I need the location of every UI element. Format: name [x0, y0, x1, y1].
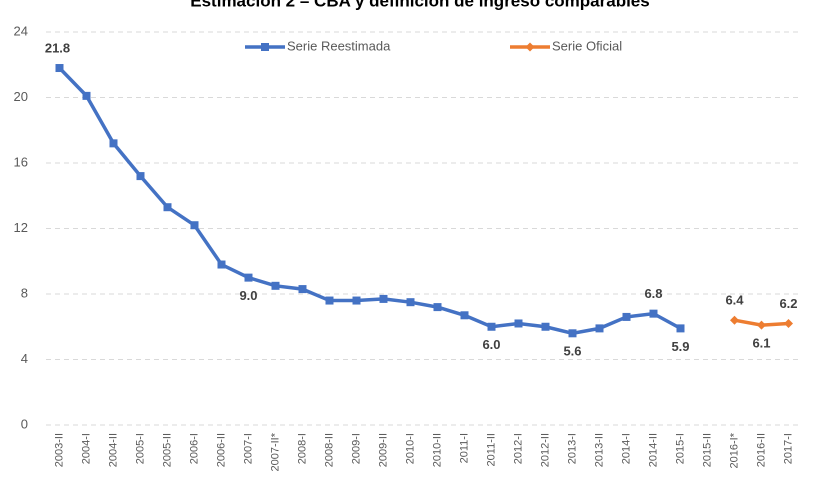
x-tick-label: 2011-II: [485, 433, 497, 466]
point-marker: [784, 318, 793, 328]
y-tick-label: 4: [21, 351, 28, 366]
x-tick-label: 2008-I: [296, 433, 308, 464]
x-tick-label: 2003-II: [53, 433, 65, 467]
x-tick-label: 2007-I: [242, 433, 254, 464]
x-tick-label: 2009-I: [350, 433, 362, 464]
point-marker: [82, 91, 91, 100]
point-marker: [676, 324, 685, 333]
point-marker: [541, 322, 550, 331]
point-marker: [352, 296, 361, 305]
point-marker: [271, 281, 280, 290]
x-tick-label: 2012-I: [512, 433, 524, 464]
x-tick-label: 2005-II: [161, 433, 173, 467]
data-label: 6.0: [482, 337, 500, 352]
point-marker: [595, 324, 604, 333]
point-marker: [163, 203, 172, 212]
x-tick-label: 2004-I: [80, 433, 92, 464]
x-tick-label: 2005-I: [134, 433, 146, 464]
point-marker: [406, 298, 415, 307]
y-tick-label: 8: [21, 285, 28, 300]
chart-title: Estimación 2 – CBA y definición de ingre…: [190, 0, 649, 10]
x-tick-label: 2013-II: [593, 433, 605, 467]
legend-label: Serie Reestimada: [287, 38, 391, 53]
legend-marker: [525, 42, 535, 52]
data-label: 5.6: [563, 344, 581, 359]
point-marker: [244, 273, 253, 282]
x-tick-label: 2010-I: [404, 433, 416, 464]
point-marker: [460, 311, 469, 320]
y-tick-label: 0: [21, 416, 28, 431]
point-marker: [136, 172, 145, 181]
point-marker: [622, 312, 631, 321]
point-marker: [217, 260, 226, 269]
x-tick-label: 2006-II: [215, 433, 227, 467]
y-tick-label: 20: [14, 89, 28, 104]
data-label: 5.9: [671, 339, 689, 354]
point-marker: [487, 322, 496, 331]
x-tick-label: 2015-I: [674, 433, 686, 464]
point-marker: [514, 319, 523, 328]
x-tick-label: 2009-II: [377, 433, 389, 467]
point-marker: [298, 285, 307, 294]
x-tick-label: 2011-I: [458, 433, 470, 463]
x-tick-label: 2007-II*: [269, 432, 281, 471]
y-tick-label: 12: [14, 220, 28, 235]
point-marker: [55, 64, 64, 73]
x-tick-label: 2016-I*: [728, 432, 740, 468]
point-marker: [649, 309, 658, 318]
x-tick-label: 2008-II: [323, 433, 335, 467]
data-label: 6.2: [779, 296, 797, 311]
x-tick-label: 2015-II: [701, 433, 713, 467]
x-tick-label: 2013-I: [566, 433, 578, 464]
point-marker: [757, 320, 766, 330]
x-tick-label: 2014-I: [620, 433, 632, 464]
point-marker: [568, 329, 577, 338]
legend-marker: [261, 43, 269, 51]
x-tick-label: 2014-II: [647, 433, 659, 467]
x-tick-label: 2004-II: [107, 433, 119, 467]
legend-label: Serie Oficial: [552, 38, 622, 53]
data-label: 6.8: [644, 286, 662, 301]
data-label: 9.0: [239, 288, 257, 303]
point-marker: [325, 296, 334, 305]
x-tick-label: 2012-II: [539, 433, 551, 467]
series-line: [58, 66, 682, 336]
x-tick-label: 2010-II: [431, 433, 443, 467]
y-tick-label: 24: [14, 23, 28, 38]
data-label: 21.8: [45, 40, 70, 55]
point-marker: [730, 315, 739, 325]
x-tick-label: 2017-I: [782, 433, 794, 464]
x-tick-label: 2006-I: [188, 433, 200, 464]
point-marker: [109, 139, 118, 148]
data-label: 6.1: [752, 336, 770, 351]
x-tick-label: 2016-II: [755, 433, 767, 467]
data-label: 6.4: [725, 293, 744, 308]
point-marker: [190, 221, 199, 230]
y-tick-label: 16: [14, 154, 28, 169]
point-marker: [433, 303, 442, 312]
point-marker: [379, 294, 388, 303]
